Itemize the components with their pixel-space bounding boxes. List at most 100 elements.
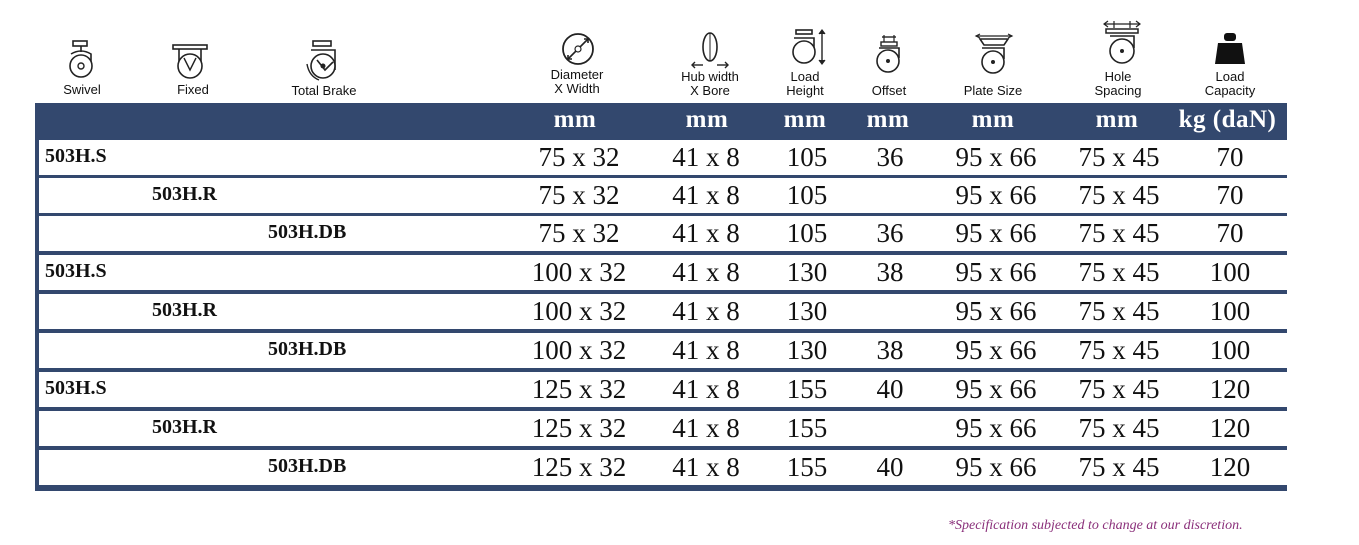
diameter-icon — [560, 31, 596, 67]
unit-capacity: kg (daN) — [1178, 106, 1277, 133]
cell-hole: 75 x 45 — [1078, 413, 1160, 443]
cell-capacity: 70 — [1216, 218, 1244, 248]
model-code: 503H.S — [45, 377, 107, 399]
cell-capacity: 100 — [1209, 335, 1251, 365]
load-capacity-weight-icon — [1213, 32, 1247, 66]
cell-hole: 75 x 45 — [1078, 218, 1160, 248]
cell-hole: 75 x 45 — [1078, 180, 1160, 210]
cell-hub: 41 x 8 — [672, 180, 740, 210]
header-hub-width: Hub width X Bore — [660, 70, 760, 98]
hole-spacing-icon — [1100, 20, 1144, 70]
table-row: 503H.DB 75 x 32 41 x 8 105 36 95 x 66 75 x 45 7… — [39, 216, 1287, 251]
unit-height: mm — [783, 106, 827, 133]
cell-hub: 41 x 8 — [672, 374, 740, 404]
header-capacity-line2: Capacity — [1204, 83, 1256, 98]
table-row: 503H.R 100 x 32 41 x 8 130 95 x 66 75 x 45 100 — [39, 294, 1287, 329]
cell-height: 130 — [786, 296, 828, 326]
table-row: 503H.DB 125 x 32 41 x 8 155 40 95 x 66 75 x 45… — [39, 450, 1287, 485]
model-code: 503H.R — [152, 416, 217, 438]
cell-plate: 95 x 66 — [955, 374, 1037, 404]
cell-plate: 95 x 66 — [955, 257, 1037, 287]
cell-diameter: 100 x 32 — [531, 296, 627, 326]
header-swivel: Swivel — [63, 82, 101, 97]
cell-height: 155 — [786, 413, 828, 443]
header-load-height-line2: Height — [786, 83, 824, 98]
cell-height: 105 — [786, 142, 828, 172]
cell-plate: 95 x 66 — [955, 296, 1037, 326]
header-load-height-line1: Load — [790, 69, 820, 84]
header-offset: Offset — [871, 83, 907, 98]
cell-capacity: 120 — [1209, 413, 1251, 443]
model-code: 503H.S — [45, 145, 107, 167]
model-code: 503H.R — [152, 183, 217, 205]
header-diameter: Diameter X Width — [527, 68, 627, 96]
header-diameter-line1: Diameter — [550, 67, 604, 82]
header-plate-size: Plate Size — [963, 83, 1023, 98]
cell-diameter: 125 x 32 — [531, 452, 627, 482]
hub-width-icon — [690, 30, 730, 70]
cell-capacity: 100 — [1209, 257, 1251, 287]
footnote: *Specification subjected to change at ou… — [948, 518, 1243, 533]
cell-height: 155 — [786, 374, 828, 404]
cell-height: 155 — [786, 452, 828, 482]
cell-hub: 41 x 8 — [672, 142, 740, 172]
cell-height: 130 — [786, 335, 828, 365]
header-capacity-line1: Load — [1215, 69, 1245, 84]
cell-offset: 40 — [876, 452, 904, 482]
table-row: 503H.R 75 x 32 41 x 8 105 95 x 66 75 x 45 70 — [39, 178, 1287, 213]
offset-icon — [872, 34, 908, 76]
unit-plate: mm — [971, 106, 1015, 133]
cell-hub: 41 x 8 — [672, 335, 740, 365]
cell-offset: 40 — [876, 374, 904, 404]
table-row: 503H.S 75 x 32 41 x 8 105 36 95 x 66 75 x 45 70 — [39, 140, 1287, 175]
header-total-brake: Total Brake — [291, 83, 357, 98]
cell-hole: 75 x 45 — [1078, 142, 1160, 172]
model-code: 503H.DB — [268, 221, 347, 243]
header-hub-line2: X Bore — [690, 83, 730, 98]
cell-height: 105 — [786, 218, 828, 248]
cell-hole: 75 x 45 — [1078, 335, 1160, 365]
table-row: 503H.S 125 x 32 41 x 8 155 40 95 x 66 75 x 45 1… — [39, 372, 1287, 407]
fixed-caster-icon — [170, 44, 210, 82]
unit-diameter: mm — [553, 106, 597, 133]
cell-hole: 75 x 45 — [1078, 452, 1160, 482]
unit-offset: mm — [866, 106, 910, 133]
cell-diameter: 100 x 32 — [531, 335, 627, 365]
cell-capacity: 120 — [1209, 452, 1251, 482]
cell-diameter: 125 x 32 — [531, 413, 627, 443]
model-code: 503H.R — [152, 299, 217, 321]
cell-offset: 36 — [876, 218, 904, 248]
header-fixed: Fixed — [177, 82, 209, 97]
cell-offset: 38 — [876, 335, 904, 365]
cell-diameter: 100 x 32 — [531, 257, 627, 287]
swivel-caster-icon — [64, 40, 100, 80]
cell-offset: 38 — [876, 257, 904, 287]
cell-height: 105 — [786, 180, 828, 210]
cell-plate: 95 x 66 — [955, 413, 1037, 443]
cell-hub: 41 x 8 — [672, 296, 740, 326]
header-load-capacity: Load Capacity — [1190, 70, 1270, 98]
cell-plate: 95 x 66 — [955, 180, 1037, 210]
header-load-height: Load Height — [770, 70, 840, 98]
cell-plate: 95 x 66 — [955, 452, 1037, 482]
cell-offset: 36 — [876, 142, 904, 172]
units-row: mm mm mm mm mm mm kg (daN) — [35, 103, 1287, 139]
cell-diameter: 125 x 32 — [531, 374, 627, 404]
model-code: 503H.DB — [268, 455, 347, 477]
cell-hub: 41 x 8 — [672, 257, 740, 287]
cell-hub: 41 x 8 — [672, 452, 740, 482]
cell-hole: 75 x 45 — [1078, 296, 1160, 326]
header-diameter-line2: X Width — [554, 81, 600, 96]
cell-diameter: 75 x 32 — [538, 180, 620, 210]
unit-hub: mm — [685, 106, 729, 133]
cell-capacity: 100 — [1209, 296, 1251, 326]
table-row: 503H.R 125 x 32 41 x 8 155 95 x 66 75 x 45 120 — [39, 411, 1287, 446]
cell-height: 130 — [786, 257, 828, 287]
cell-hole: 75 x 45 — [1078, 374, 1160, 404]
cell-diameter: 75 x 32 — [538, 142, 620, 172]
cell-plate: 95 x 66 — [955, 335, 1037, 365]
header-hole-spacing: Hole Spacing — [1078, 70, 1158, 98]
plate-size-icon — [974, 33, 1014, 77]
model-code: 503H.S — [45, 260, 107, 282]
table-row: 503H.S 100 x 32 41 x 8 130 38 95 x 66 75 x 45 1… — [39, 255, 1287, 290]
